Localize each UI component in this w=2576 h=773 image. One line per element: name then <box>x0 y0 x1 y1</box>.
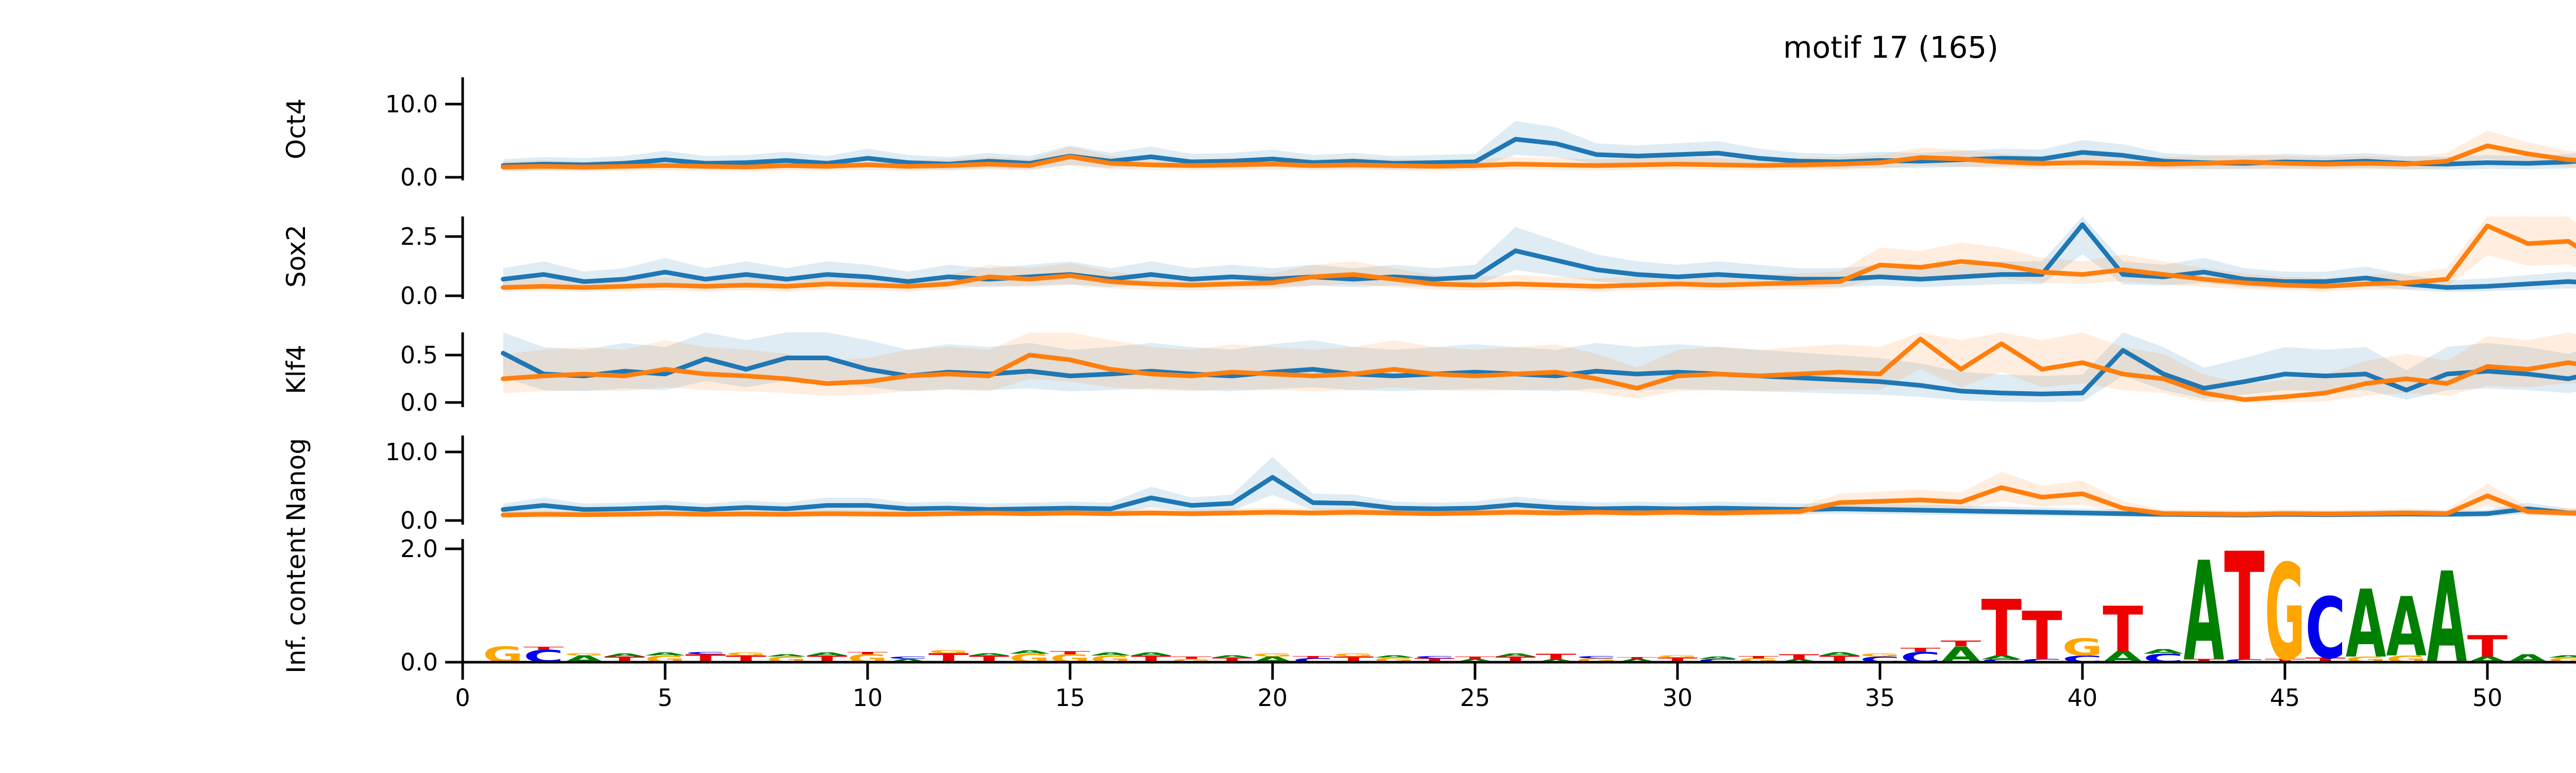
logo-letter-A: A <box>1090 652 1131 657</box>
oct-line-orange <box>501 143 2576 170</box>
logo-letter-G: G <box>1860 653 1901 658</box>
logo-letter-T: T <box>1981 584 2022 675</box>
logo-letter-A: A <box>1131 652 1172 657</box>
logo-letter-A: A <box>2386 580 2427 675</box>
logo-letter-T: T <box>2467 630 2508 664</box>
klf-band-blue <box>503 332 2576 402</box>
logo-letter-T: T <box>2103 594 2143 666</box>
chart-title: motif 17 (165) <box>1783 30 1998 65</box>
logo-letter-A: A <box>2548 655 2576 659</box>
logo-letter-A: A <box>1212 655 1252 659</box>
logo-letter-A: A <box>807 652 848 657</box>
logo-letter-G: G <box>483 642 523 667</box>
logo-letter-C: C <box>2022 658 2062 664</box>
logo-letter-T: T <box>1617 657 1657 659</box>
logo-letter-C: C <box>1698 658 1738 664</box>
logo-letter-A: A <box>2143 648 2184 656</box>
logo-letter-A: A <box>1455 658 1496 664</box>
sox-line-orange <box>501 223 2576 290</box>
y-tick-label: 0.0 <box>400 163 438 191</box>
y-tick-label: 2.0 <box>400 535 438 563</box>
logo-letter-T: T <box>1293 656 1333 659</box>
x-tick-label: 30 <box>1663 684 1693 712</box>
ylabel-inf-content: Inf. content <box>281 527 311 674</box>
klf-band-orange <box>503 332 2576 402</box>
y-tick-label: 10.0 <box>385 90 438 118</box>
logo-letter-A: A <box>2427 546 2467 692</box>
x-tick-label: 15 <box>1055 684 1086 712</box>
logo-letter-T: T <box>1738 656 1779 659</box>
x-tick-label: 10 <box>853 684 883 712</box>
logo-letter-T: T <box>848 651 888 655</box>
logo-letter-A: A <box>2346 570 2386 679</box>
logo-letter-C: C <box>888 656 928 660</box>
x-tick-label: 20 <box>1258 684 1288 712</box>
logo-letter-A: A <box>1819 651 1860 657</box>
logo-letter-T: T <box>2265 658 2306 664</box>
x-tick-label: 50 <box>2472 684 2503 712</box>
nanog-line-blue <box>501 475 2576 517</box>
logo-letter-A: A <box>888 658 929 664</box>
logo-letter-G: G <box>928 650 969 654</box>
klf-line-orange <box>501 337 2576 402</box>
logo-letter-C: C <box>1577 656 1617 659</box>
x-tick-label: 0 <box>455 684 470 712</box>
logo-letter-T: T <box>1536 652 1577 662</box>
logo-letter-A: A <box>1009 649 1050 655</box>
logo-letter-G: G <box>564 652 605 656</box>
logo-letter-G: G <box>2062 634 2103 661</box>
x-tick-label: 40 <box>2067 684 2098 712</box>
logo-letter-T: T <box>2184 658 2225 664</box>
logo-letter-T: T <box>523 646 564 651</box>
y-tick-label: 0.0 <box>400 507 438 534</box>
y-tick-label: 0.0 <box>400 648 438 676</box>
y-tick-label: 0.0 <box>400 282 438 310</box>
x-tick-label: 45 <box>2270 684 2300 712</box>
x-tick-label: 25 <box>1460 684 1490 712</box>
logo-letter-A: A <box>2184 532 2225 691</box>
logo-letter-T: T <box>1900 647 1941 653</box>
logo-letter-A: A <box>1617 658 1658 664</box>
x-tick-label: 35 <box>1865 684 1895 712</box>
logo-letter-A: A <box>645 652 686 657</box>
y-tick-label: 0.5 <box>400 341 438 369</box>
nanog-line-orange <box>501 485 2576 517</box>
y-tick-label: 10.0 <box>385 438 438 466</box>
logo-letter-T: T <box>1779 653 1820 661</box>
logo-letter-G: G <box>1172 658 1212 664</box>
x-tick-label: 5 <box>657 684 672 712</box>
logo-letter-C: C <box>1414 656 1455 659</box>
logo-letter-T: T <box>1455 656 1496 660</box>
logo-letter-A: A <box>1698 656 1738 660</box>
y-tick-label: 2.5 <box>400 223 438 250</box>
logo-letter-A: A <box>1495 653 1536 658</box>
logo-letter-G: G <box>726 652 767 657</box>
logo-letter-A: A <box>969 652 1010 656</box>
logo-letter-G: G <box>1333 653 1374 658</box>
sox-line-blue <box>501 222 2576 290</box>
logo-letter-A: A <box>1374 655 1415 659</box>
logo-letter-G: G <box>1252 653 1293 658</box>
logo-letter-A: A <box>1981 654 2023 661</box>
y-tick-label: 0.0 <box>400 389 438 416</box>
logo-letter-T: T <box>2224 521 2265 695</box>
logo-letter-T: T <box>1941 639 1981 648</box>
logo-letter-T: T <box>1050 651 1091 656</box>
logo-letter-A: A <box>767 653 807 657</box>
logo-letter-G: G <box>1657 655 1698 659</box>
logo-letter-T: T <box>1172 656 1212 660</box>
logo-letter-C: C <box>685 651 726 655</box>
logo-letter-A: A <box>604 653 645 658</box>
